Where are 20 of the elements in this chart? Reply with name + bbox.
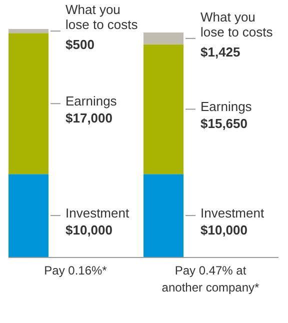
bar [8,29,48,34]
bar [8,33,48,174]
x-tick-label: Pay 0.47% at another company* [162,264,260,294]
text: Investment [200,206,264,221]
data-label: $500 [66,37,94,52]
bar [144,174,184,257]
x-tick-label: Pay 0.16%* [44,264,108,278]
bar [144,44,184,174]
data-label: $10,000 [66,222,112,238]
data-label: $1,425 [200,44,240,60]
text: Earnings [200,99,252,114]
bar [144,32,184,44]
series-label: Earnings [66,94,118,109]
series-label: Investment [66,206,130,221]
data-label: $17,000 [66,110,112,126]
bar [8,174,48,257]
series-label: What you lose to costs [66,2,138,32]
data-label: $10,000 [200,222,248,238]
data-label: $15,650 [200,116,248,132]
text: What you lose to costs [200,9,273,40]
